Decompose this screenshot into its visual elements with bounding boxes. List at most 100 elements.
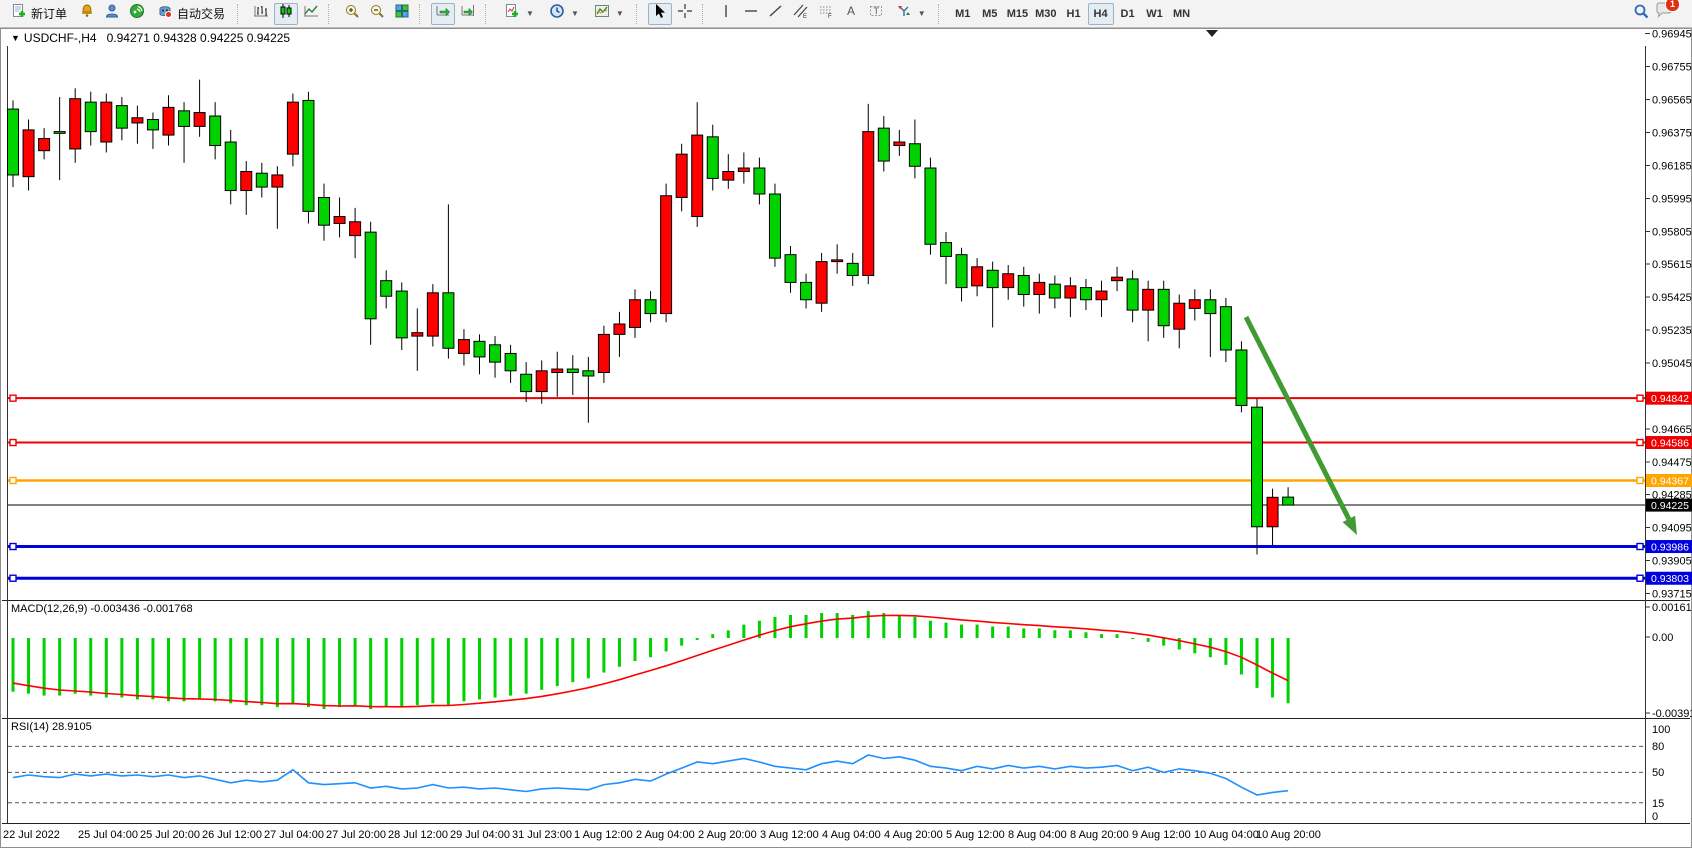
bell-icon-button[interactable] <box>75 3 99 25</box>
candle-body <box>675 153 688 198</box>
candlestick-chart-button[interactable] <box>274 2 299 25</box>
horizontal-line-icon <box>743 3 759 24</box>
macd-histogram-bar <box>882 613 886 638</box>
autotrading-button[interactable]: 自动交易 <box>150 3 232 25</box>
cursor-button[interactable] <box>647 2 672 25</box>
timeframe-button-m1[interactable]: M1 <box>955 7 971 20</box>
candle-body <box>84 101 97 133</box>
timeframe-button-w1[interactable]: W1 <box>1146 7 1163 20</box>
macd-histogram-bar <box>400 638 404 708</box>
candle-body <box>224 141 237 192</box>
equidistant-channel-tool-button[interactable]: E <box>789 3 813 25</box>
macd-histogram-bar <box>820 613 824 638</box>
price-tick-label: 0.95235 <box>1652 325 1692 337</box>
person-icon <box>104 3 120 24</box>
line-handle[interactable] <box>9 394 17 402</box>
timeframe-button-m15[interactable]: M15 <box>1006 7 1029 20</box>
line-handle[interactable] <box>1636 574 1644 582</box>
rsi-axis-label: 15 <box>1652 798 1664 810</box>
tile-windows-button[interactable] <box>390 3 414 25</box>
candle-body <box>971 266 984 287</box>
timeframe-button-h4[interactable]: H4 <box>1087 2 1114 25</box>
candle-body <box>1095 290 1108 301</box>
label-tool-button[interactable]: T <box>864 3 888 25</box>
macd-histogram-bar <box>353 638 357 706</box>
line-chart-button[interactable] <box>299 3 323 25</box>
line-handle[interactable] <box>1636 542 1644 551</box>
search-button[interactable] <box>1629 3 1653 25</box>
chart-shift-marker-icon[interactable] <box>1206 30 1218 37</box>
candle-body <box>1235 349 1248 406</box>
candlestick-chart-icon <box>278 3 294 24</box>
candle-body <box>489 344 502 363</box>
bar-chart-button[interactable] <box>249 3 273 25</box>
auto-scroll-icon <box>435 3 451 24</box>
line-handle[interactable] <box>1636 394 1644 402</box>
line-handle[interactable] <box>1636 476 1644 485</box>
macd-histogram-bar <box>338 638 342 708</box>
timeframe-button-mn[interactable]: MN <box>1172 7 1191 20</box>
timeframe-button-m30[interactable]: M30 <box>1035 7 1057 20</box>
toolbar-separator <box>419 3 427 24</box>
trendline-tool-button[interactable] <box>764 3 788 25</box>
macd-histogram-bar <box>602 638 606 673</box>
macd-histogram-bar <box>369 638 373 710</box>
price-badge-label: 0.94367 <box>1651 475 1689 487</box>
broadcast-icon-button[interactable] <box>125 3 149 25</box>
new-order-label: 新订单 <box>31 7 68 21</box>
macd-histogram-bar <box>244 638 248 706</box>
macd-histogram-bar <box>897 614 901 638</box>
templates-button[interactable]: ▼ <box>587 3 631 25</box>
time-axis-label: 31 Jul 23:00 <box>512 829 572 841</box>
chart-shift-button[interactable] <box>456 3 480 25</box>
person-icon-button[interactable] <box>100 3 124 25</box>
price-badge <box>1646 540 1692 554</box>
chevron-down-icon: ▼ <box>570 9 579 18</box>
timeframe-button-h1[interactable]: H1 <box>1066 7 1081 20</box>
indicators-button[interactable]: ▼ <box>497 3 541 25</box>
macd-histogram-bar <box>742 624 746 638</box>
timeframe-toolbar: M1 M5 M15 M30 H1 H4 D1 W1 MN <box>950 2 1195 25</box>
price-tick-label: 0.94475 <box>1652 457 1692 469</box>
line-handle[interactable] <box>9 476 17 485</box>
chart-menu-icon[interactable]: ▼ <box>11 33 20 43</box>
svg-text:F: F <box>828 14 832 19</box>
macd-histogram-bar <box>446 638 450 706</box>
arrows-tool-button[interactable]: ▼ <box>889 3 933 25</box>
timeframe-button-d1[interactable]: D1 <box>1120 7 1135 20</box>
text-tool-button[interactable]: A <box>839 3 863 25</box>
vertical-line-tool-button[interactable] <box>714 3 738 25</box>
main-toolbar: 新订单 自动交易 <box>0 0 1692 28</box>
crosshair-button[interactable] <box>673 3 697 25</box>
macd-histogram-bar <box>415 638 419 706</box>
equidistant-channel-icon: E <box>793 3 809 24</box>
macd-histogram-bar <box>73 638 77 694</box>
time-axis-label: 4 Aug 20:00 <box>884 829 943 841</box>
macd-histogram-bar <box>27 638 31 694</box>
time-axis-label: 29 Jul 04:00 <box>450 829 510 841</box>
zoom-in-button[interactable] <box>340 3 364 25</box>
zoom-out-button[interactable] <box>365 3 389 25</box>
line-handle[interactable] <box>9 438 17 447</box>
time-axis-label: 2 Aug 04:00 <box>636 829 695 841</box>
auto-scroll-button[interactable] <box>431 2 456 25</box>
time-axis-label: 5 Aug 12:00 <box>946 829 1005 841</box>
horizontal-line-tool-button[interactable] <box>739 3 763 25</box>
line-handle[interactable] <box>9 542 17 551</box>
candle-body <box>162 106 175 136</box>
time-axis-label: 25 Jul 04:00 <box>78 829 138 841</box>
macd-histogram-bar <box>991 626 995 638</box>
macd-histogram-bar <box>804 614 808 638</box>
new-order-button[interactable]: 新订单 <box>4 3 74 25</box>
periods-button[interactable]: ▼ <box>542 3 586 25</box>
fibonacci-tool-button[interactable]: F <box>814 3 838 25</box>
trend-arrow-object[interactable] <box>1243 315 1352 521</box>
chat-button[interactable]: 1 <box>1654 0 1680 26</box>
time-axis-label: 3 Aug 12:00 <box>760 829 819 841</box>
candle-body <box>644 299 657 315</box>
timeframe-button-m5[interactable]: M5 <box>982 7 998 20</box>
macd-histogram-bar <box>695 638 699 640</box>
line-handle[interactable] <box>1636 438 1644 447</box>
line-handle[interactable] <box>9 574 17 582</box>
price-tick-label: 0.94095 <box>1652 523 1692 535</box>
